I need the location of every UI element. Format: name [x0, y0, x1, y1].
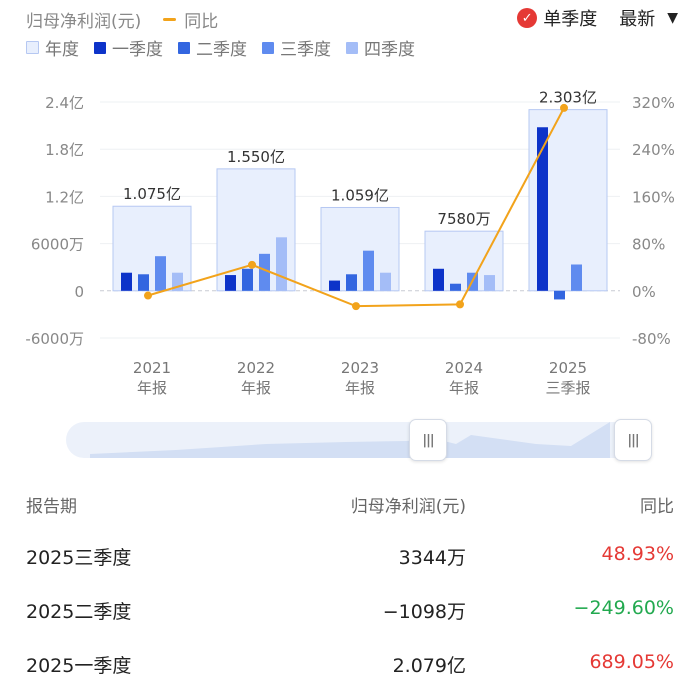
single-quarter-toggle[interactable]: 单季度 [543, 9, 598, 30]
slider-handle-left[interactable]: ||| [409, 419, 447, 461]
quarter-bar [554, 290, 565, 300]
yoy-legend-label: 同比 [184, 11, 219, 32]
quarter-bar [242, 268, 253, 291]
row-value: −1098万 [382, 601, 466, 623]
yoy-point [248, 260, 256, 269]
quarter-bar [259, 253, 270, 291]
legend-item-annual[interactable]: 年度 [26, 35, 79, 60]
slider-preview-area [90, 422, 610, 458]
left-tick-label: 2.4亿 [45, 94, 84, 112]
legend-swatch-q2 [178, 41, 190, 54]
x-tick-label: 2022 [237, 359, 275, 377]
right-tick-label: 160% [632, 188, 675, 206]
left-tick-label: -6000万 [25, 330, 84, 348]
header-value: 归母净利润(元) [350, 497, 466, 517]
table-header: 报告期 归母净利润(元) 同比 [26, 492, 674, 518]
yoy-line-icon [163, 17, 177, 21]
left-tick-label: 1.2亿 [45, 188, 84, 206]
sort-dropdown[interactable]: 最新 [619, 9, 656, 30]
quarter-bar [450, 283, 461, 291]
row-yoy: 689.05% [589, 651, 674, 673]
quarter-bar [138, 274, 149, 291]
row-yoy: 48.93% [601, 543, 674, 565]
caret-down-icon[interactable]: ▼ [667, 10, 678, 26]
left-tick-label: 6000万 [31, 236, 84, 254]
yoy-point [352, 302, 360, 311]
left-tick-label: 0 [74, 283, 84, 301]
slider-handle-right[interactable]: ||| [614, 419, 652, 461]
quarter-bar [155, 256, 166, 291]
metric-label: 归母净利润(元) [26, 11, 142, 32]
checkmark-icon[interactable]: ✓ [517, 8, 538, 28]
x-tick-label: 2024 [445, 359, 483, 377]
annual-label: 1.059亿 [331, 186, 389, 204]
header-yoy: 同比 [640, 497, 674, 517]
annual-label: 1.550亿 [227, 148, 285, 166]
quarter-bar [329, 280, 340, 291]
legend-swatch-annual [26, 41, 39, 54]
quarter-bar [346, 274, 357, 291]
legend-label: 二季度 [196, 40, 247, 60]
series-legend: 年度 一季度 二季度 三季度 四季度 [26, 35, 430, 60]
right-tick-label: 240% [632, 141, 675, 159]
x-tick-label: 年报 [449, 379, 479, 397]
legend-label: 年度 [45, 40, 79, 60]
legend-swatch-q1 [94, 41, 106, 54]
annual-label: 2.303亿 [539, 89, 597, 107]
row-period: 2025三季度 [26, 547, 132, 569]
annual-label: 1.075亿 [123, 185, 181, 203]
legend-item-q3[interactable]: 三季度 [262, 35, 331, 60]
quarter-bar [571, 264, 582, 291]
x-tick-label: 2025 [549, 359, 587, 377]
row-period: 2025一季度 [26, 655, 132, 677]
right-tick-label: -80% [632, 330, 671, 348]
x-tick-label: 年报 [137, 379, 167, 397]
x-tick-label: 年报 [241, 379, 271, 397]
x-tick-label: 三季报 [545, 379, 590, 397]
legend-item-q1[interactable]: 一季度 [94, 35, 163, 60]
chart-controls: ✓ 单季度 最新 ▼ [517, 5, 678, 31]
quarter-bar [537, 127, 548, 291]
yoy-point [456, 300, 464, 309]
legend-label: 四季度 [364, 40, 415, 60]
right-tick-label: 80% [632, 236, 665, 254]
chart-legend-top: 归母净利润(元) 同比 [26, 6, 218, 32]
table-row[interactable]: 2025二季度 −1098万 −249.60% [26, 597, 674, 627]
right-tick-label: 0% [632, 283, 656, 301]
profit-chart: 2.4亿 1.8亿 1.2亿 6000万 0 -6000万 320% 240% 160% 80% 0… [25, 89, 675, 397]
quarter-bar [276, 237, 287, 291]
table-row[interactable]: 2025三季度 3344万 48.93% [26, 543, 674, 573]
quarter-bar [363, 250, 374, 291]
legend-label: 三季度 [280, 40, 331, 60]
quarter-bar [380, 272, 391, 291]
header-period: 报告期 [26, 497, 77, 517]
quarter-bar [484, 275, 495, 291]
quarter-bar [172, 272, 183, 291]
left-tick-label: 1.8亿 [45, 141, 84, 159]
right-tick-label: 320% [632, 94, 675, 112]
legend-swatch-q4 [346, 41, 358, 54]
range-slider-track[interactable] [66, 422, 652, 458]
row-period: 2025二季度 [26, 601, 132, 623]
legend-item-q4[interactable]: 四季度 [346, 35, 415, 60]
x-tick-label: 2021 [133, 359, 171, 377]
x-tick-label: 2023 [341, 359, 379, 377]
row-yoy: −249.60% [573, 597, 674, 619]
legend-swatch-q3 [262, 41, 274, 54]
quarter-bar [433, 268, 444, 291]
quarter-bar [225, 275, 236, 291]
yoy-point [144, 291, 152, 300]
yoy-point [560, 103, 568, 112]
annual-label: 7580万 [437, 210, 490, 228]
legend-item-q2[interactable]: 二季度 [178, 35, 247, 60]
table-row[interactable]: 2025一季度 2.079亿 689.05% [26, 651, 674, 681]
row-value: 3344万 [398, 547, 466, 569]
legend-label: 一季度 [112, 40, 163, 60]
x-tick-label: 年报 [345, 379, 375, 397]
quarter-bar [121, 272, 132, 291]
row-value: 2.079亿 [392, 655, 466, 677]
